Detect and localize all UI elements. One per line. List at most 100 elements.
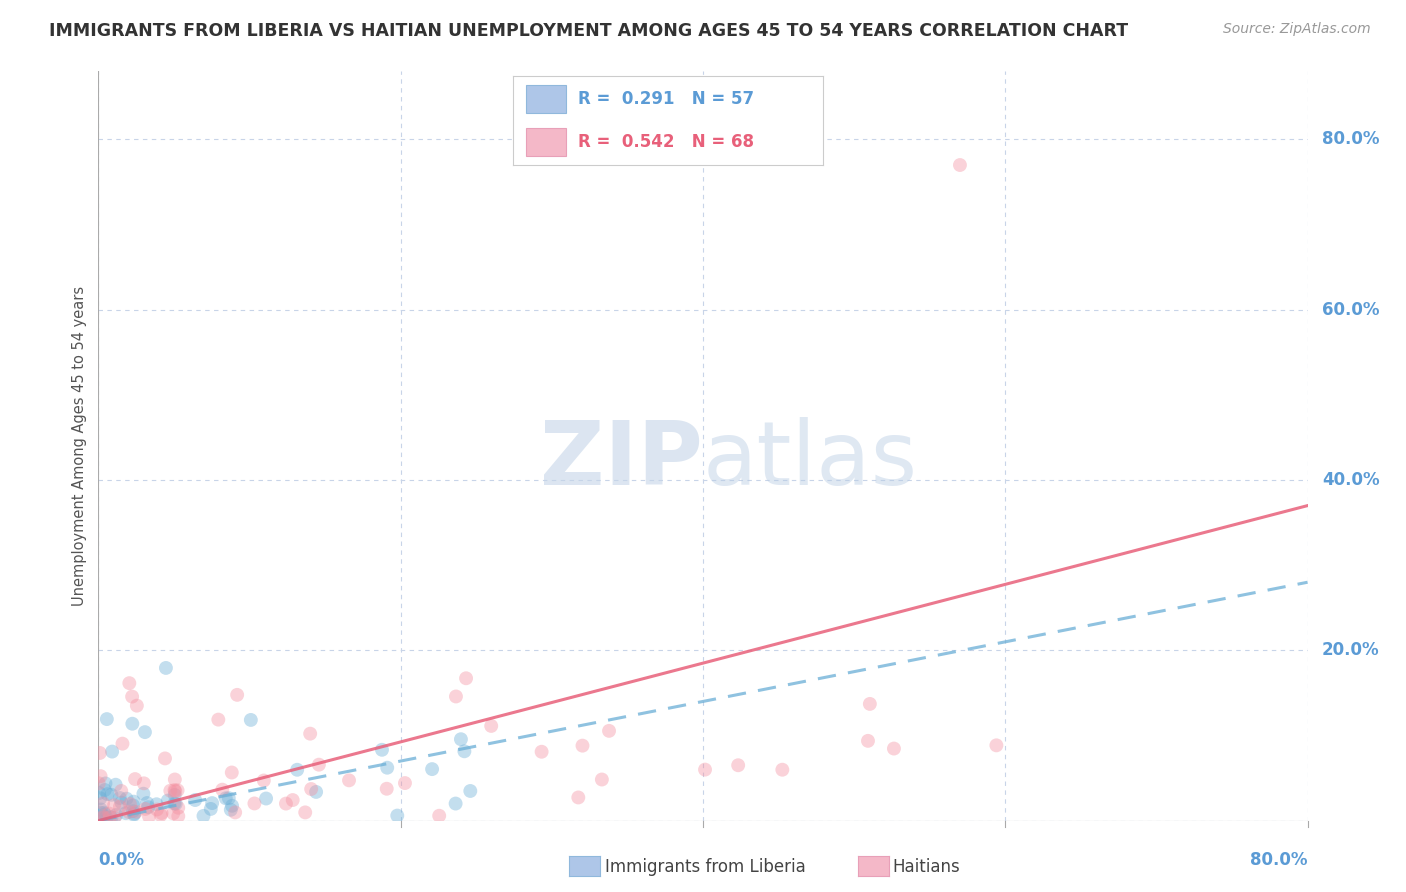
Point	[243, 797, 266, 811]
Point	[149, 808, 172, 822]
Point	[100, 788, 122, 802]
Point	[162, 806, 184, 821]
Point	[281, 793, 304, 807]
Point	[104, 778, 127, 792]
Point	[90, 769, 112, 783]
Point	[122, 804, 145, 818]
Point	[883, 741, 905, 756]
Point	[299, 782, 322, 797]
Point	[571, 739, 593, 753]
Point	[132, 776, 155, 790]
Point	[215, 791, 238, 805]
Point	[221, 765, 243, 780]
Point	[108, 791, 131, 805]
Point	[163, 783, 186, 797]
Point	[121, 690, 143, 704]
Point	[118, 676, 141, 690]
Point	[453, 744, 475, 758]
Point	[100, 810, 122, 824]
Bar	[526, 85, 565, 113]
Bar	[526, 128, 565, 156]
Point	[98, 810, 121, 824]
Y-axis label: Unemployment Among Ages 45 to 54 years: Unemployment Among Ages 45 to 54 years	[72, 286, 87, 606]
Point	[163, 788, 186, 802]
Point	[163, 772, 186, 787]
Point	[125, 698, 148, 713]
Point	[239, 713, 262, 727]
Text: IMMIGRANTS FROM LIBERIA VS HAITIAN UNEMPLOYMENT AMONG AGES 45 TO 54 YEARS CORREL: IMMIGRANTS FROM LIBERIA VS HAITIAN UNEMP…	[49, 22, 1129, 40]
Point	[134, 725, 156, 739]
Point	[136, 796, 159, 810]
Point	[110, 784, 132, 798]
Point	[285, 763, 308, 777]
Point	[96, 712, 118, 726]
Point	[167, 809, 190, 823]
Point	[274, 797, 297, 811]
Text: R =  0.291   N = 57: R = 0.291 N = 57	[578, 90, 754, 108]
Point	[91, 811, 114, 825]
Point	[93, 805, 115, 820]
Point	[184, 793, 207, 807]
Point	[110, 796, 132, 810]
Point	[156, 794, 179, 808]
Point	[96, 787, 118, 801]
Text: 40.0%: 40.0%	[1322, 471, 1379, 489]
Point	[454, 671, 477, 685]
Point	[136, 800, 159, 814]
Point	[89, 786, 111, 800]
Point	[394, 776, 416, 790]
Point	[91, 809, 114, 823]
Point	[111, 737, 134, 751]
Point	[89, 791, 111, 805]
Text: Source: ZipAtlas.com: Source: ZipAtlas.com	[1223, 22, 1371, 37]
Point	[770, 763, 793, 777]
Point	[200, 802, 222, 816]
Point	[207, 713, 229, 727]
Point	[166, 783, 188, 797]
Point	[125, 805, 148, 819]
Point	[94, 776, 117, 790]
Point	[371, 743, 394, 757]
Point	[856, 734, 879, 748]
Text: 80.0%: 80.0%	[1250, 851, 1308, 869]
Point	[375, 781, 398, 796]
Point	[94, 807, 117, 822]
Point	[294, 805, 316, 820]
Point	[87, 776, 110, 790]
Point	[479, 719, 502, 733]
Point	[153, 751, 176, 765]
Point	[444, 797, 467, 811]
Point	[124, 772, 146, 786]
Text: ZIP: ZIP	[540, 417, 703, 505]
Point	[103, 811, 125, 825]
Point	[150, 805, 173, 820]
Point	[201, 796, 224, 810]
Text: R =  0.542   N = 68: R = 0.542 N = 68	[578, 133, 754, 151]
Point	[458, 784, 481, 798]
Point	[89, 746, 111, 760]
Point	[193, 809, 215, 823]
Point	[114, 806, 136, 821]
Point	[115, 791, 138, 805]
Point	[598, 723, 620, 738]
Point	[91, 797, 114, 811]
Point	[420, 762, 443, 776]
Point	[253, 773, 276, 788]
Point	[375, 761, 398, 775]
Point	[118, 797, 141, 811]
Point	[226, 688, 249, 702]
Point	[94, 810, 117, 824]
Point	[218, 791, 240, 805]
Point	[859, 697, 882, 711]
Point	[450, 732, 472, 747]
Point	[118, 805, 141, 819]
Point	[122, 807, 145, 822]
Point	[132, 787, 155, 801]
Point	[427, 809, 450, 823]
Text: 60.0%: 60.0%	[1322, 301, 1379, 318]
Point	[138, 809, 160, 823]
Point	[159, 783, 181, 797]
Point	[949, 158, 972, 172]
Point	[108, 799, 131, 814]
Point	[211, 782, 233, 797]
